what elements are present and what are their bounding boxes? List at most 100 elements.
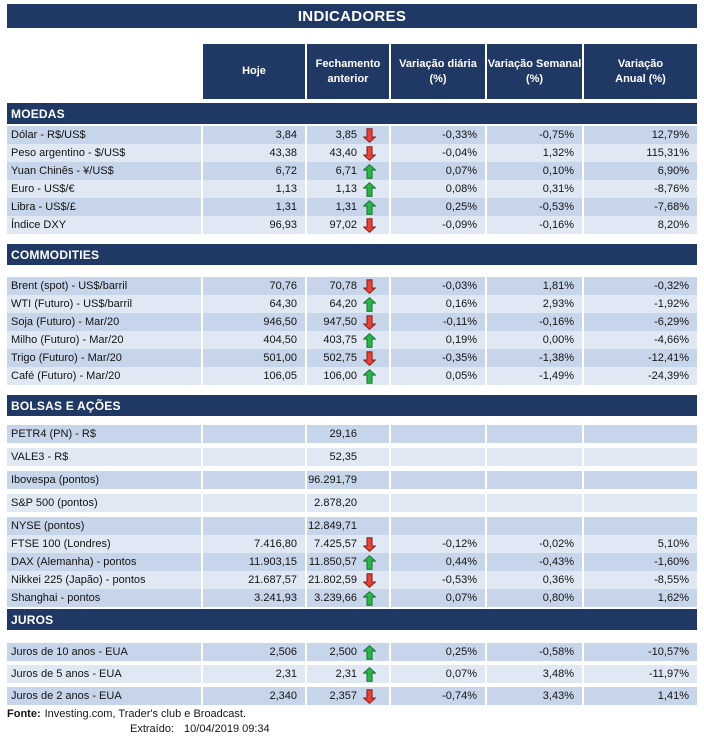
fechamento-value: 1,13 bbox=[335, 183, 357, 195]
fechamento-cell: 2.878,20 bbox=[307, 494, 391, 512]
variacao-anual-value: -6,29% bbox=[654, 316, 689, 328]
arrow-up-icon bbox=[357, 180, 381, 198]
variacao-anual-value: 8,20% bbox=[657, 219, 689, 231]
variacao-diaria-value: 0,07% bbox=[391, 665, 487, 683]
variacao-semanal-value: -0,75% bbox=[487, 126, 584, 144]
extracted-value: 10/04/2019 09:34 bbox=[184, 723, 270, 735]
fechamento-cell: 3.239,66 bbox=[307, 589, 391, 607]
variacao-anual-value bbox=[584, 471, 697, 489]
extracted-line: Extraído: 10/04/2019 09:34 bbox=[130, 723, 697, 735]
fechamento-cell: 3,85 bbox=[307, 126, 391, 144]
table-row: Yuan Chinês - ¥/US$ 6,72 6,71 0,07% 0,10% 6,9… bbox=[7, 162, 697, 180]
variacao-diaria-value: 0,07% bbox=[391, 589, 487, 607]
arrow-slot-empty bbox=[357, 517, 381, 535]
section-header-bolsas-e-a-es: BOLSAS E AÇÕES bbox=[7, 395, 697, 416]
fechamento-value: 106,00 bbox=[323, 370, 357, 382]
up-arrow-glyph bbox=[362, 666, 376, 682]
fechamento-value: 11.850,57 bbox=[308, 556, 357, 568]
table-row: VALE3 - R$ 52,35 bbox=[7, 448, 697, 466]
arrow-down-icon bbox=[357, 126, 381, 144]
variacao-anual-value: -1,60% bbox=[654, 556, 689, 568]
fechamento-value: 29,16 bbox=[329, 428, 357, 440]
hoje-value bbox=[203, 425, 307, 443]
fechamento-value: 7.425,57 bbox=[314, 538, 357, 550]
hoje-value: 64,30 bbox=[203, 295, 307, 313]
variacao-diaria-value: 0,07% bbox=[391, 162, 487, 180]
indicator-label: Yuan Chinês - ¥/US$ bbox=[7, 162, 203, 180]
hoje-value: 11.903,15 bbox=[203, 553, 307, 571]
fechamento-value: 403,75 bbox=[323, 334, 357, 346]
indicator-label: Trigo (Futuro) - Mar/20 bbox=[7, 349, 203, 367]
hoje-value: 3,84 bbox=[203, 126, 307, 144]
arrow-slot-empty bbox=[357, 494, 381, 512]
variacao-anual-value: -24,39% bbox=[648, 370, 689, 382]
indicator-label: FTSE 100 (Londres) bbox=[7, 535, 203, 553]
variacao-diaria-value: 0,16% bbox=[391, 295, 487, 313]
fechamento-value: 43,40 bbox=[329, 147, 357, 159]
arrow-slot-empty bbox=[357, 448, 381, 466]
table-row: Café (Futuro) - Mar/20 106,05 106,00 0,05% -… bbox=[7, 367, 697, 385]
arrow-up-icon bbox=[357, 643, 381, 661]
indicator-label: Juros de 2 anos - EUA bbox=[7, 687, 203, 705]
arrow-up-icon bbox=[357, 295, 381, 313]
arrow-slot-empty bbox=[357, 425, 381, 443]
hoje-value: 6,72 bbox=[203, 162, 307, 180]
table-row: Juros de 2 anos - EUA 2,340 2,357 -0,74% 3,4… bbox=[7, 687, 697, 705]
variacao-diaria-value bbox=[391, 425, 487, 443]
indicator-label: Café (Futuro) - Mar/20 bbox=[7, 367, 203, 385]
indicators-table: Hoje Fechamento anterior Variação diária (… bbox=[7, 44, 697, 705]
up-arrow-glyph bbox=[362, 163, 376, 179]
variacao-diaria-value bbox=[391, 517, 487, 535]
variacao-semanal-value: 1,32% bbox=[487, 144, 584, 162]
hoje-value: 501,00 bbox=[203, 349, 307, 367]
fechamento-value: 12.849,71 bbox=[308, 520, 357, 532]
variacao-diaria-value: -0,33% bbox=[391, 126, 487, 144]
hoje-value: 946,50 bbox=[203, 313, 307, 331]
variacao-semanal-value bbox=[487, 425, 584, 443]
variacao-semanal-value: -0,16% bbox=[487, 313, 584, 331]
column-header: Hoje bbox=[203, 44, 307, 99]
up-arrow-glyph bbox=[362, 590, 376, 606]
indicator-label: Peso argentino - $/US$ bbox=[7, 144, 203, 162]
variacao-diaria-value bbox=[391, 494, 487, 512]
indicator-label: Milho (Futuro) - Mar/20 bbox=[7, 331, 203, 349]
variacao-diaria-value: 0,25% bbox=[391, 198, 487, 216]
variacao-semanal-value: -1,49% bbox=[487, 367, 584, 385]
fechamento-cell: 106,00 bbox=[307, 367, 391, 385]
fechamento-value: 2,500 bbox=[329, 646, 357, 658]
table-row: Trigo (Futuro) - Mar/20 501,00 502,75 -0,35… bbox=[7, 349, 697, 367]
source-label: Fonte: bbox=[7, 708, 41, 720]
hoje-value bbox=[203, 448, 307, 466]
table-row: PETR4 (PN) - R$ 29,16 bbox=[7, 425, 697, 443]
variacao-anual-value: 1,62% bbox=[657, 592, 689, 604]
arrow-down-icon bbox=[357, 687, 381, 705]
column-header: Fechamento anterior bbox=[307, 44, 391, 99]
page-title: INDICADORES bbox=[7, 4, 697, 28]
fechamento-value: 947,50 bbox=[323, 316, 357, 328]
hoje-value: 2,31 bbox=[203, 665, 307, 683]
hoje-value: 21.687,57 bbox=[203, 571, 307, 589]
fechamento-value: 2,31 bbox=[335, 668, 357, 680]
arrow-up-icon bbox=[357, 162, 381, 180]
variacao-diaria-value: 0,25% bbox=[391, 643, 487, 661]
arrow-down-icon bbox=[357, 349, 381, 367]
column-header: Variação Semanal (%) bbox=[487, 44, 584, 99]
variacao-semanal-value: -0,02% bbox=[487, 535, 584, 553]
down-arrow-glyph bbox=[362, 536, 376, 552]
hoje-value: 2,340 bbox=[203, 687, 307, 705]
hoje-value bbox=[203, 494, 307, 512]
variacao-semanal-value: 0,80% bbox=[487, 589, 584, 607]
table-row: Ibovespa (pontos) 96.291,79 bbox=[7, 471, 697, 489]
arrow-down-icon bbox=[357, 277, 381, 295]
hoje-value: 43,38 bbox=[203, 144, 307, 162]
variacao-semanal-value bbox=[487, 448, 584, 466]
up-arrow-glyph bbox=[362, 644, 376, 660]
arrow-down-icon bbox=[357, 571, 381, 589]
variacao-semanal-value: 0,36% bbox=[487, 571, 584, 589]
variacao-anual-value bbox=[584, 517, 697, 535]
fechamento-value: 96.291,79 bbox=[308, 474, 357, 486]
source-text: Investing.com, Trader's club e Broadcast… bbox=[44, 708, 247, 720]
variacao-diaria-value bbox=[391, 471, 487, 489]
variacao-diaria-value: 0,19% bbox=[391, 331, 487, 349]
table-row: Juros de 5 anos - EUA 2,31 2,31 0,07% 3,48% -… bbox=[7, 665, 697, 683]
